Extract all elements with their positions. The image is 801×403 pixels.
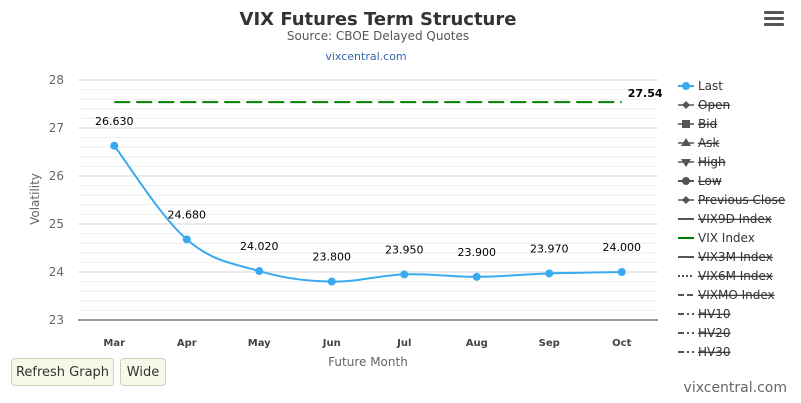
legend-label: Open	[698, 98, 730, 112]
credit-text: vixcentral.com	[683, 380, 787, 396]
legend-item[interactable]: VIX6M Index	[678, 269, 773, 283]
data-point[interactable]	[327, 277, 336, 286]
legend-item[interactable]: Open	[678, 98, 730, 112]
legend-label: VIX6M Index	[698, 269, 773, 283]
legend-marker	[682, 101, 690, 109]
legend-label: Last	[698, 79, 723, 93]
legend-label: HV30	[698, 345, 731, 359]
x-tick-label: Jul	[396, 338, 411, 349]
legend-label: VIX Index	[698, 231, 755, 245]
data-label: 24.680	[168, 208, 207, 221]
legend-item[interactable]: VIXMO Index	[678, 288, 775, 302]
legend-item[interactable]: Bid	[678, 117, 717, 131]
x-tick-label: Mar	[103, 338, 125, 349]
legend-label: Bid	[698, 117, 717, 131]
wide-button[interactable]: Wide	[120, 358, 166, 386]
y-axis: 23 24 25 26 27 28	[49, 73, 64, 327]
legend-label: HV20	[698, 326, 731, 340]
legend-item[interactable]: HV30	[678, 345, 731, 359]
y-tick-label: 23	[49, 313, 64, 327]
legend-label: VIXMO Index	[698, 288, 775, 302]
data-label: 23.900	[458, 246, 497, 259]
x-tick-label: Jun	[322, 338, 341, 349]
data-point[interactable]	[182, 235, 191, 244]
legend-label: Ask	[698, 136, 719, 150]
data-point[interactable]	[545, 269, 554, 278]
data-label: 24.020	[240, 240, 279, 253]
legend-label: VIX9D Index	[698, 212, 772, 226]
series: 27.54 26.630 24.680 24.020 23.800 23.950 23.90…	[95, 87, 663, 286]
data-label: 23.970	[530, 242, 569, 255]
legend-item[interactable]: Previous Close	[678, 193, 785, 207]
chart-title: VIX Futures Term Structure	[240, 9, 517, 30]
y-tick-label: 27	[49, 121, 64, 135]
data-label: 23.800	[313, 251, 352, 264]
data-point[interactable]	[110, 141, 119, 150]
y-tick-label: 24	[49, 265, 64, 279]
legend-label: HV10	[698, 307, 731, 321]
data-point[interactable]	[400, 270, 409, 279]
y-axis-title: Volatility	[28, 173, 42, 225]
data-point[interactable]	[255, 267, 264, 276]
x-axis: Mar Apr May Jun Jul Aug Sep Oct	[103, 338, 631, 349]
legend-marker	[682, 177, 690, 185]
legend-item[interactable]: VIX3M Index	[678, 250, 773, 264]
legend-item[interactable]: Last	[678, 79, 723, 93]
legend-item[interactable]: VIX9D Index	[678, 212, 772, 226]
chart-subtitle: Source: CBOE Delayed Quotes	[287, 29, 469, 43]
vix-index-label: 27.54	[628, 87, 663, 100]
data-label: 23.950	[385, 243, 424, 256]
y-tick-label: 25	[49, 217, 64, 231]
x-tick-label: Apr	[177, 338, 197, 349]
x-tick-label: May	[248, 338, 271, 349]
data-point[interactable]	[472, 272, 481, 281]
legend-marker	[681, 138, 691, 146]
legend-item[interactable]: High	[678, 155, 726, 169]
legend-marker	[681, 159, 691, 167]
hamburger-menu-icon[interactable]	[762, 8, 786, 30]
legend-label: Low	[698, 174, 722, 188]
legend-item[interactable]: Ask	[678, 136, 719, 150]
legend-item[interactable]: Low	[678, 174, 722, 188]
y-tick-label: 26	[49, 169, 64, 183]
legend-item[interactable]: HV10	[678, 307, 731, 321]
legend-marker	[682, 82, 690, 90]
legend-item[interactable]: VIX Index	[678, 231, 755, 245]
x-tick-label: Aug	[466, 338, 488, 349]
refresh-graph-button[interactable]: Refresh Graph	[11, 358, 114, 386]
x-tick-label: Oct	[612, 338, 631, 349]
legend[interactable]: Last Open Bid Ask High Low Previous Close VIX9D…	[678, 79, 785, 359]
x-tick-label: Sep	[539, 338, 560, 349]
legend-label: VIX3M Index	[698, 250, 773, 264]
grid	[78, 79, 658, 321]
legend-label: Previous Close	[698, 193, 785, 207]
legend-label: High	[698, 155, 726, 169]
data-point[interactable]	[617, 268, 626, 276]
data-label: 26.630	[95, 115, 134, 128]
y-tick-label: 28	[49, 73, 64, 87]
legend-item[interactable]: HV20	[678, 326, 731, 340]
legend-marker	[682, 196, 690, 204]
x-axis-title: Future Month	[328, 355, 408, 369]
source-link[interactable]: vixcentral.com	[325, 50, 406, 63]
legend-marker	[682, 120, 690, 128]
data-label: 24.000	[603, 241, 642, 254]
